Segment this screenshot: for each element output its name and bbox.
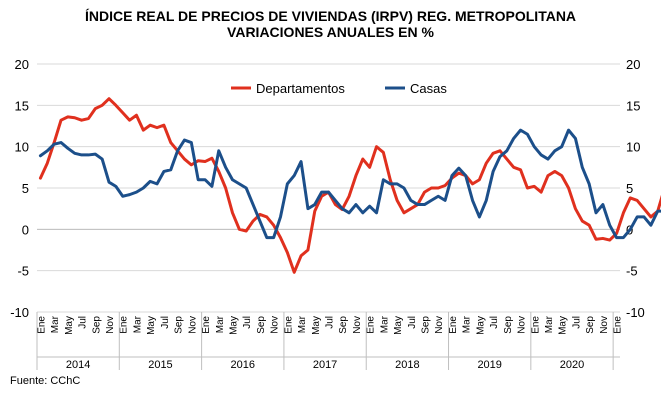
y-tick-label-right: 5 (626, 181, 633, 196)
x-month-label: Nov (105, 316, 116, 334)
x-month-label: Ene (36, 316, 47, 334)
y-tick-label-left: 5 (22, 181, 29, 196)
x-month-label: Ene (201, 316, 212, 334)
legend-label-departamentos: Departamentos (256, 81, 345, 96)
y-tick-label-right: 10 (626, 140, 640, 155)
x-month-label: May (64, 316, 75, 335)
x-axis: Ene Mar May Jul Sep Nov Ene Mar May Jul Sep Nov Ene M… (36, 228, 624, 371)
x-month-label: May (475, 316, 486, 335)
x-month-label: Jul (325, 316, 336, 329)
x-month-label: May (146, 316, 157, 335)
x-month-label: Jul (407, 316, 418, 329)
x-month-label: Sep (503, 316, 514, 334)
x-month-label: Mar (462, 315, 473, 333)
y-tick-label-right: 15 (626, 98, 640, 113)
x-month-label: Nov (270, 316, 281, 334)
x-month-label: Ene (530, 316, 541, 334)
x-month-label: Nov (434, 316, 445, 334)
y-tick-label-left: 15 (15, 98, 29, 113)
x-year-label: 2019 (477, 359, 501, 371)
series-line-casas (38, 128, 661, 240)
x-month-label: Nov (352, 316, 363, 334)
x-month-label: Mar (379, 315, 390, 333)
x-year-label: 2016 (231, 359, 255, 371)
source-note: Fuente: CChC (10, 375, 81, 387)
x-month-label: Sep (585, 316, 596, 334)
y-tick-label-left: 10 (15, 140, 29, 155)
x-month-label: Ene (613, 316, 624, 334)
x-year-label: 2017 (313, 359, 337, 371)
x-month-label: Sep (338, 316, 349, 334)
series-line-departamentos (38, 97, 661, 274)
y-axis-left: -10 -5 0 5 10 15 20 (10, 57, 29, 320)
x-month-label: Jul (160, 316, 171, 329)
y-tick-label-right: 20 (626, 57, 640, 72)
x-year-label: 2015 (148, 359, 172, 371)
x-month-label: Mar (297, 315, 308, 333)
x-month-label: Sep (256, 316, 267, 334)
y-tick-label-left: 0 (22, 222, 29, 237)
chart-title-line2: VARIACIONES ANUALES EN % (227, 24, 434, 40)
x-month-label: Jul (78, 316, 89, 329)
x-month-label: Ene (283, 316, 294, 334)
x-month-label: Mar (544, 315, 555, 333)
chart-title: ÍNDICE REAL DE PRECIOS DE VIVIENDAS (IRP… (0, 8, 661, 40)
x-month-label: Sep (174, 316, 185, 334)
y-tick-label-left: 20 (15, 57, 29, 72)
y-tick-label-right: -10 (626, 305, 645, 320)
x-month-label: Jul (489, 316, 500, 329)
x-month-label: May (393, 316, 404, 335)
x-month-label: Jul (571, 316, 582, 329)
x-month-label: Mar (132, 315, 143, 333)
y-tick-label-right: -5 (626, 264, 638, 279)
x-month-label: Nov (517, 316, 528, 334)
x-month-label: May (558, 316, 569, 335)
x-month-label: Ene (119, 316, 130, 334)
x-month-label: Nov (599, 316, 610, 334)
x-month-label: May (311, 316, 322, 335)
x-month-label: Mar (50, 315, 61, 333)
x-month-label: Mar (215, 315, 226, 333)
legend: Departamentos Casas (231, 81, 447, 96)
x-year-label: 2014 (66, 359, 90, 371)
x-month-label: Nov (187, 316, 198, 334)
x-year-label: 2020 (560, 359, 584, 371)
x-year-label: 2018 (395, 359, 419, 371)
y-tick-label-left: -10 (10, 305, 29, 320)
chart-title-line1: ÍNDICE REAL DE PRECIOS DE VIVIENDAS (IRP… (84, 8, 577, 24)
x-month-label: Sep (91, 316, 102, 334)
x-month-label: Ene (448, 316, 459, 334)
x-month-label: May (228, 316, 239, 335)
series-lines (38, 97, 661, 274)
legend-label-casas: Casas (410, 81, 447, 96)
x-month-label: Ene (366, 316, 377, 334)
x-month-label: Jul (242, 316, 253, 329)
y-tick-label-left: -5 (17, 264, 29, 279)
x-month-label: Sep (421, 316, 432, 334)
